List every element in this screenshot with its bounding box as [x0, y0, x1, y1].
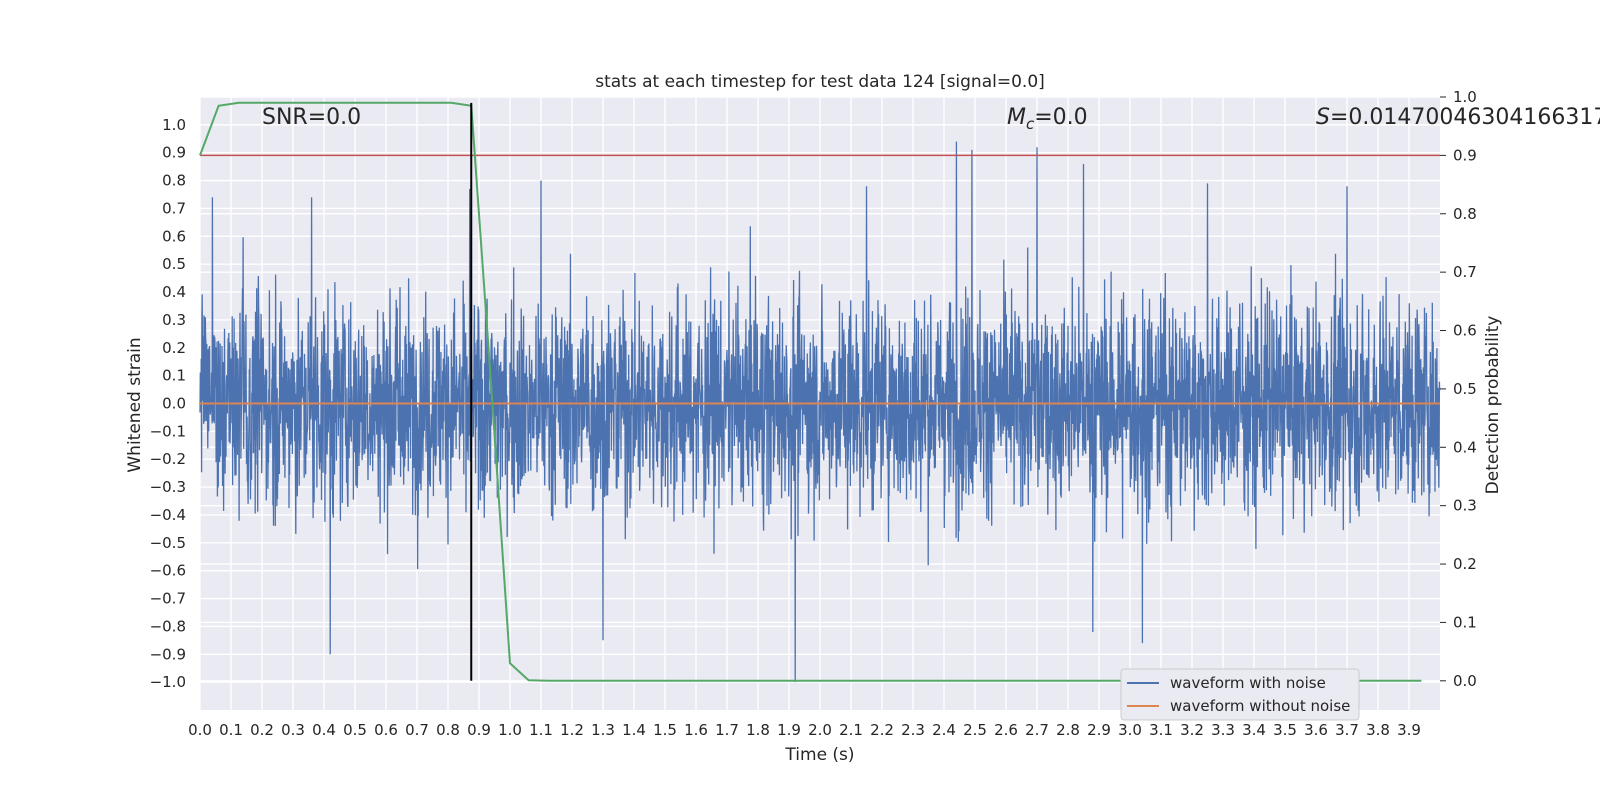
x-tick-label: 0.9 — [467, 721, 491, 739]
x-tick-label: 2.1 — [839, 721, 863, 739]
y-left-tick-label: 0.8 — [162, 172, 186, 190]
legend-box — [1120, 668, 1360, 721]
y-left-tick-label: 0.3 — [162, 311, 186, 329]
y-right-tick-label: 0.5 — [1453, 380, 1477, 398]
x-tick-label: 0.6 — [374, 721, 398, 739]
y-left-tick-label: −0.4 — [150, 506, 186, 524]
x-tick-label: 2.8 — [1056, 721, 1080, 739]
y-left-tick-label: −0.9 — [150, 645, 186, 663]
x-tick-label: 1.7 — [715, 721, 739, 739]
y-left-axis-ticks: 1.0 0.9 0.8 0.7 0.6 0.5 0.4 0.3 0.2 0.1 0.0 −0.1 −0.… — [150, 116, 186, 691]
s-annotation: S=0.01470046304166317 — [1316, 105, 1600, 130]
y-left-tick-label: 0.1 — [162, 367, 186, 385]
mc-annotation: Mc=0.0 — [1007, 105, 1088, 133]
x-tick-label: 3.5 — [1273, 721, 1297, 739]
x-tick-label: 0.0 — [188, 721, 212, 739]
x-tick-label: 3.0 — [1118, 721, 1142, 739]
y-left-tick-label: −0.8 — [150, 617, 186, 635]
x-tick-label: 1.2 — [560, 721, 584, 739]
waveform-with-noise-line — [199, 141, 1441, 683]
x-tick-label: 2.2 — [870, 721, 894, 739]
x-tick-label: 3.1 — [1149, 721, 1173, 739]
legend-label-clean: waveform without noise — [1170, 697, 1350, 715]
legend-label-noise: waveform with noise — [1170, 674, 1326, 692]
x-tick-label: 0.4 — [312, 721, 336, 739]
y-left-tick-label: −0.2 — [150, 450, 186, 468]
y-left-tick-label: −0.7 — [150, 590, 186, 608]
series-waveform-with-noise — [199, 141, 1441, 683]
x-tick-label: 1.3 — [591, 721, 615, 739]
x-tick-label: 1.0 — [498, 721, 522, 739]
x-tick-label: 2.3 — [901, 721, 925, 739]
x-tick-label: 2.0 — [808, 721, 832, 739]
y-left-tick-label: 0.4 — [162, 283, 186, 301]
y-left-tick-label: −0.3 — [150, 478, 186, 496]
y-right-tick-label: 0.9 — [1453, 146, 1477, 164]
y-left-tick-label: 1.0 — [162, 116, 186, 134]
x-tick-label: 2.6 — [994, 721, 1018, 739]
x-tick-label: 0.8 — [436, 721, 460, 739]
x-tick-label: 0.5 — [343, 721, 367, 739]
y-right-tick-label: 0.7 — [1453, 263, 1477, 281]
y-right-axis-label: Detection probability — [1483, 316, 1503, 495]
x-tick-label: 2.9 — [1087, 721, 1111, 739]
y-right-tick-label: 0.4 — [1453, 438, 1477, 456]
x-axis-ticks: 0.0 0.1 0.2 0.3 0.4 0.5 0.6 0.7 0.8 0.9 1.0 1.1 1.2 1… — [188, 721, 1421, 739]
x-tick-label: 3.4 — [1242, 721, 1266, 739]
x-tick-label: 0.3 — [281, 721, 305, 739]
y-right-tick-label: 0.6 — [1453, 322, 1477, 340]
y-left-tick-label: 0.0 — [162, 395, 186, 413]
x-tick-label: 3.7 — [1335, 721, 1359, 739]
x-axis-label: Time (s) — [784, 745, 854, 765]
x-tick-label: 1.1 — [529, 721, 553, 739]
y-left-tick-label: 0.6 — [162, 227, 186, 245]
x-tick-label: 1.5 — [653, 721, 677, 739]
x-tick-label: 2.4 — [932, 721, 956, 739]
y-right-tick-label: 0.3 — [1453, 497, 1477, 515]
y-right-tick-label: 0.2 — [1453, 555, 1477, 573]
y-right-tick-label: 1.0 — [1453, 88, 1477, 106]
legend: waveform with noise waveform without noi… — [1120, 668, 1360, 721]
x-tick-label: 2.5 — [963, 721, 987, 739]
x-tick-label: 3.3 — [1211, 721, 1235, 739]
x-tick-label: 3.6 — [1304, 721, 1328, 739]
x-tick-label: 1.8 — [746, 721, 770, 739]
x-tick-label: 2.7 — [1025, 721, 1049, 739]
x-tick-label: 3.9 — [1397, 721, 1421, 739]
y-left-tick-label: 0.5 — [162, 255, 186, 273]
y-right-tick-label: 0.0 — [1453, 672, 1477, 690]
x-tick-label: 0.1 — [219, 721, 243, 739]
y-left-tick-label: −1.0 — [150, 673, 186, 691]
y-right-axis-ticks: 1.0 0.9 0.8 0.7 0.6 0.5 0.4 0.3 0.2 0.1 0.0 — [1440, 88, 1477, 690]
y-left-tick-label: −0.6 — [150, 562, 186, 580]
x-tick-label: 1.4 — [622, 721, 646, 739]
x-tick-label: 3.2 — [1180, 721, 1204, 739]
y-left-tick-label: 0.2 — [162, 339, 186, 357]
x-tick-label: 1.6 — [684, 721, 708, 739]
y-right-tick-label: 0.1 — [1453, 613, 1477, 631]
series-detection-probability — [199, 101, 1422, 682]
x-tick-label: 0.2 — [250, 721, 274, 739]
x-tick-label: 1.9 — [777, 721, 801, 739]
y-left-tick-label: −0.5 — [150, 534, 186, 552]
y-right-tick-label: 0.8 — [1453, 205, 1477, 223]
y-left-tick-label: 0.7 — [162, 199, 186, 217]
chart-title: stats at each timestep for test data 124… — [595, 72, 1045, 92]
x-tick-label: 3.8 — [1366, 721, 1390, 739]
snr-annotation: SNR=0.0 — [262, 105, 361, 130]
y-left-tick-label: −0.1 — [150, 422, 186, 440]
x-tick-label: 0.7 — [405, 721, 429, 739]
y-left-tick-label: 0.9 — [162, 144, 186, 162]
y-left-axis-label: Whitened strain — [125, 337, 145, 472]
